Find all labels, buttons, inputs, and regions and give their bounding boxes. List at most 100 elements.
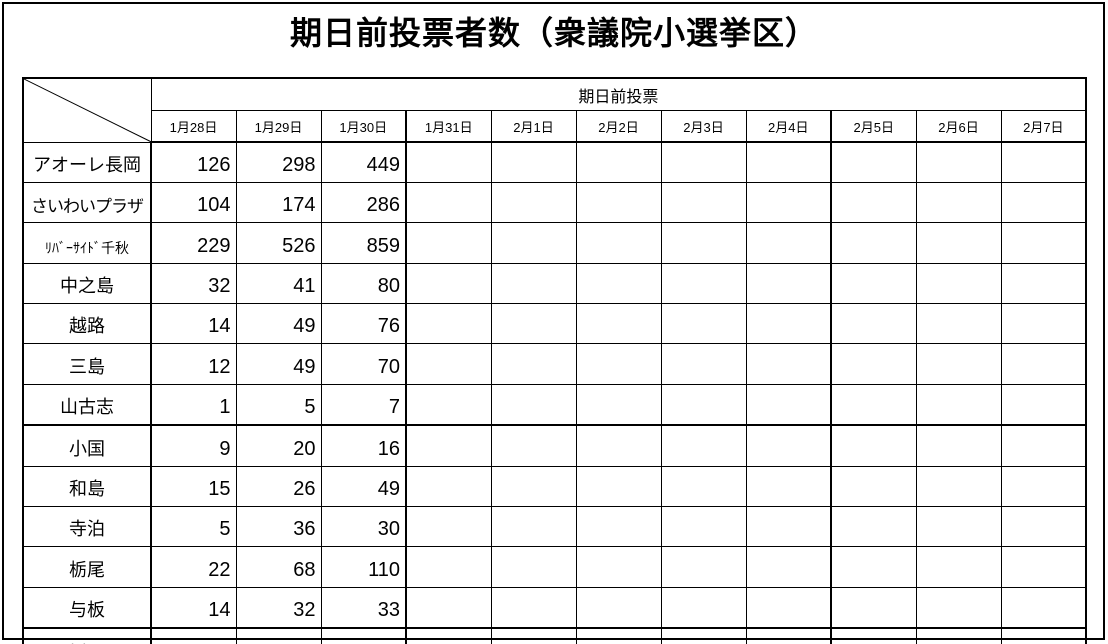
cell-value: 7 bbox=[388, 396, 400, 419]
value-cell: 30 bbox=[320, 506, 407, 548]
value-cell bbox=[490, 627, 577, 644]
date-column-header: 2月6日 bbox=[915, 110, 1002, 143]
value-cell bbox=[915, 546, 1002, 588]
value-cell: 80 bbox=[320, 262, 407, 305]
value-cell bbox=[575, 141, 662, 183]
value-cell: 5 bbox=[150, 506, 237, 548]
value-cell: 15 bbox=[235, 627, 322, 644]
date-column-header: 2月1日 bbox=[490, 110, 577, 143]
value-cell: 9 bbox=[150, 424, 237, 467]
value-cell bbox=[405, 222, 492, 264]
row-label: ﾘﾊﾞｰｻｲﾄﾞ千秋 bbox=[22, 222, 152, 264]
date-column-header: 1月29日 bbox=[235, 110, 322, 143]
value-cell bbox=[915, 424, 1002, 467]
value-cell bbox=[575, 262, 662, 305]
value-cell bbox=[405, 303, 492, 345]
row-label: 寺泊 bbox=[22, 506, 152, 548]
value-cell bbox=[575, 222, 662, 264]
value-cell bbox=[575, 181, 662, 224]
value-cell bbox=[745, 222, 832, 264]
row-label: アオーレ長岡 bbox=[22, 141, 152, 183]
cell-value: 12 bbox=[208, 355, 231, 378]
value-cell: 7 bbox=[320, 383, 407, 427]
cell-value: 33 bbox=[377, 599, 400, 622]
date-header-row: 1月28日 1月29日 1月30日 1月31日 2月1日 2月2日 2月3日 2月4日 2月5日… bbox=[23, 110, 1087, 143]
date-column-header: 2月5日 bbox=[830, 110, 917, 143]
value-cell bbox=[830, 141, 917, 183]
value-cell: 14 bbox=[150, 303, 237, 345]
value-cell bbox=[490, 383, 577, 427]
value-cell bbox=[490, 141, 577, 183]
cell-value: 26 bbox=[293, 478, 316, 501]
cell-value: 14 bbox=[208, 599, 231, 622]
value-cell bbox=[660, 343, 747, 385]
value-cell bbox=[745, 546, 832, 588]
value-cell bbox=[575, 627, 662, 644]
cell-value: 859 bbox=[366, 234, 400, 257]
value-cell bbox=[660, 465, 747, 508]
early-voting-table: 期日前投票 1月28日 1月29日 1月30日 1月31日 2月1日 2月2日 2月3日 2月… bbox=[22, 77, 1088, 644]
cell-value: 76 bbox=[377, 315, 400, 338]
value-cell bbox=[575, 303, 662, 345]
cell-value: 5 bbox=[304, 396, 316, 419]
cell-value: 32 bbox=[293, 599, 316, 622]
value-cell bbox=[915, 262, 1002, 305]
cell-value: 30 bbox=[377, 518, 400, 541]
cell-value: 5 bbox=[219, 518, 231, 541]
value-cell: 49 bbox=[235, 303, 322, 345]
value-cell bbox=[830, 506, 917, 548]
value-cell: 6 bbox=[150, 627, 237, 644]
value-cell bbox=[405, 506, 492, 548]
cell-value: 126 bbox=[197, 153, 231, 176]
cell-value: 70 bbox=[377, 355, 400, 378]
cell-value: 15 bbox=[293, 641, 315, 644]
corner-cell bbox=[22, 77, 152, 143]
value-cell bbox=[490, 222, 577, 264]
date-column-header: 2月7日 bbox=[1000, 110, 1087, 143]
value-cell bbox=[1000, 383, 1087, 427]
cell-value: 526 bbox=[282, 234, 316, 257]
value-cell bbox=[830, 222, 917, 264]
value-cell bbox=[575, 506, 662, 548]
value-cell: 32 bbox=[150, 262, 237, 305]
value-cell bbox=[1000, 586, 1087, 630]
value-cell: 49 bbox=[320, 465, 407, 508]
table-row: 山古志 1 5 7 bbox=[22, 383, 1087, 427]
value-cell bbox=[405, 627, 492, 644]
value-cell bbox=[745, 465, 832, 508]
value-cell: 859 bbox=[320, 222, 407, 264]
cell-value: 49 bbox=[377, 478, 400, 501]
value-cell: 104 bbox=[150, 181, 237, 224]
value-cell bbox=[660, 506, 747, 548]
value-cell bbox=[405, 546, 492, 588]
value-cell bbox=[660, 141, 747, 183]
value-cell: 36 bbox=[235, 506, 322, 548]
value-cell: 298 bbox=[235, 141, 322, 183]
value-cell bbox=[490, 343, 577, 385]
cell-value: 229 bbox=[197, 234, 231, 257]
cell-value: 110 bbox=[368, 558, 400, 581]
row-label: さいわいプラザ bbox=[22, 181, 152, 224]
value-cell: 229 bbox=[150, 222, 237, 264]
value-cell bbox=[405, 141, 492, 183]
value-cell: 16 bbox=[320, 424, 407, 467]
date-column-header: 1月31日 bbox=[405, 110, 492, 143]
table-row: 与板 14 32 33 bbox=[22, 586, 1087, 630]
value-cell bbox=[1000, 181, 1087, 224]
value-cell bbox=[915, 506, 1002, 548]
cell-value: 20 bbox=[293, 437, 316, 460]
value-cell bbox=[745, 383, 832, 427]
value-cell bbox=[660, 586, 747, 630]
cell-value: 104 bbox=[197, 194, 231, 217]
cell-value: 17 bbox=[378, 641, 400, 644]
value-cell bbox=[915, 627, 1002, 644]
row-label: 川口 bbox=[22, 627, 152, 644]
value-cell bbox=[745, 343, 832, 385]
value-cell bbox=[745, 506, 832, 548]
row-label: 小国 bbox=[22, 424, 152, 467]
cell-value: 22 bbox=[208, 558, 231, 581]
value-cell bbox=[1000, 465, 1087, 508]
value-cell bbox=[490, 546, 577, 588]
value-cell bbox=[575, 424, 662, 467]
